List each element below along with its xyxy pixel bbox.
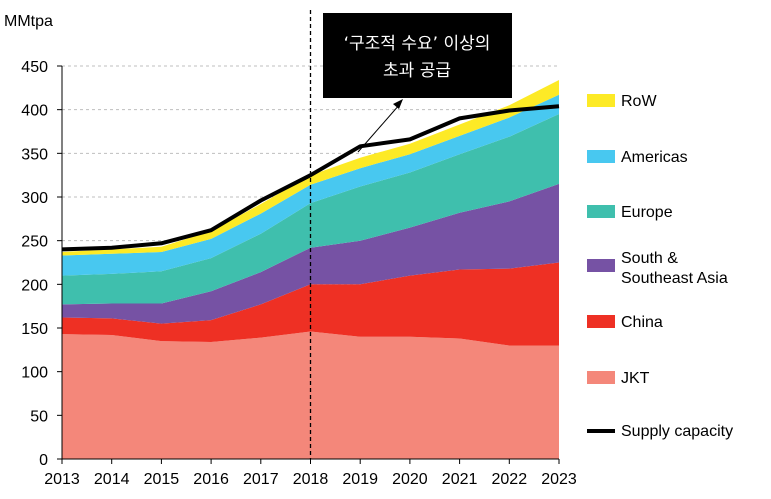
x-tick-label: 2019: [342, 471, 378, 488]
axes: [57, 65, 560, 464]
y-tick-label: 100: [21, 365, 48, 382]
legend-label-china: China: [621, 314, 663, 331]
x-tick-labels: 2013 2014 2015 2016 2017 2018 2019 2020 2021 2022…: [44, 471, 577, 488]
annotation-box: [323, 13, 512, 98]
x-tick-label: 2023: [541, 471, 577, 488]
legend-swatch-china: [587, 315, 615, 328]
legend-label-south-southeast-asia: South & Southeast Asia: [621, 250, 728, 287]
legend-swatch-jkt: [587, 371, 615, 384]
x-tick-label: 2013: [44, 471, 80, 488]
legend-label-row: RoW: [621, 93, 657, 110]
y-tick-label: 350: [21, 146, 48, 163]
x-tick-label: 2018: [293, 471, 329, 488]
x-tick-label: 2014: [94, 471, 130, 488]
x-tick-label: 2021: [442, 471, 478, 488]
supply-capacity-line: [61, 104, 560, 252]
y-tick-label: 300: [21, 190, 48, 207]
annotation-callout: ‘구조적 수요’ 이상의 초과 공급: [323, 13, 512, 153]
annotation-line-2: 초과 공급: [383, 61, 451, 81]
y-tick-labels: 0 50 100 150 200 250 300 350 400 450: [21, 59, 48, 469]
x-tick-label: 2022: [492, 471, 528, 488]
y-axis-label: MMtpa: [4, 13, 53, 30]
legend-label-europe: Europe: [621, 204, 673, 221]
x-tick-label: 2016: [193, 471, 229, 488]
legend-label-americas: Americas: [621, 149, 688, 166]
legend-label-jkt: JKT: [621, 370, 650, 387]
y-tick-label: 200: [21, 277, 48, 294]
area-south-southeast-asia: [62, 183, 559, 324]
x-tick-label: 2017: [243, 471, 279, 488]
legend-swatch-americas: [587, 150, 615, 163]
legend-label-supply-capacity: Supply capacity: [621, 423, 733, 440]
annotation-arrowhead: [393, 99, 403, 109]
legend-swatch-south-southeast-asia: [587, 259, 615, 272]
legend-swatch-europe: [587, 205, 615, 218]
y-tick-label: 150: [21, 321, 48, 338]
y-tick-label: 250: [21, 234, 48, 251]
supply-capacity-layer: [61, 10, 560, 459]
legend-swatch-row: [587, 94, 615, 107]
y-tick-label: 50: [30, 408, 48, 425]
annotation-arrow: [357, 103, 401, 153]
annotation-line-1: ‘구조적 수요’ 이상의: [344, 34, 491, 54]
x-tick-label: 2015: [144, 471, 180, 488]
legend: RoW Americas Europe South & Southeast Asia Ch…: [587, 93, 733, 440]
y-tick-label: 0: [39, 452, 48, 469]
y-tick-label: 400: [21, 103, 48, 120]
y-tick-label: 450: [21, 59, 48, 76]
x-tick-label: 2020: [392, 471, 428, 488]
